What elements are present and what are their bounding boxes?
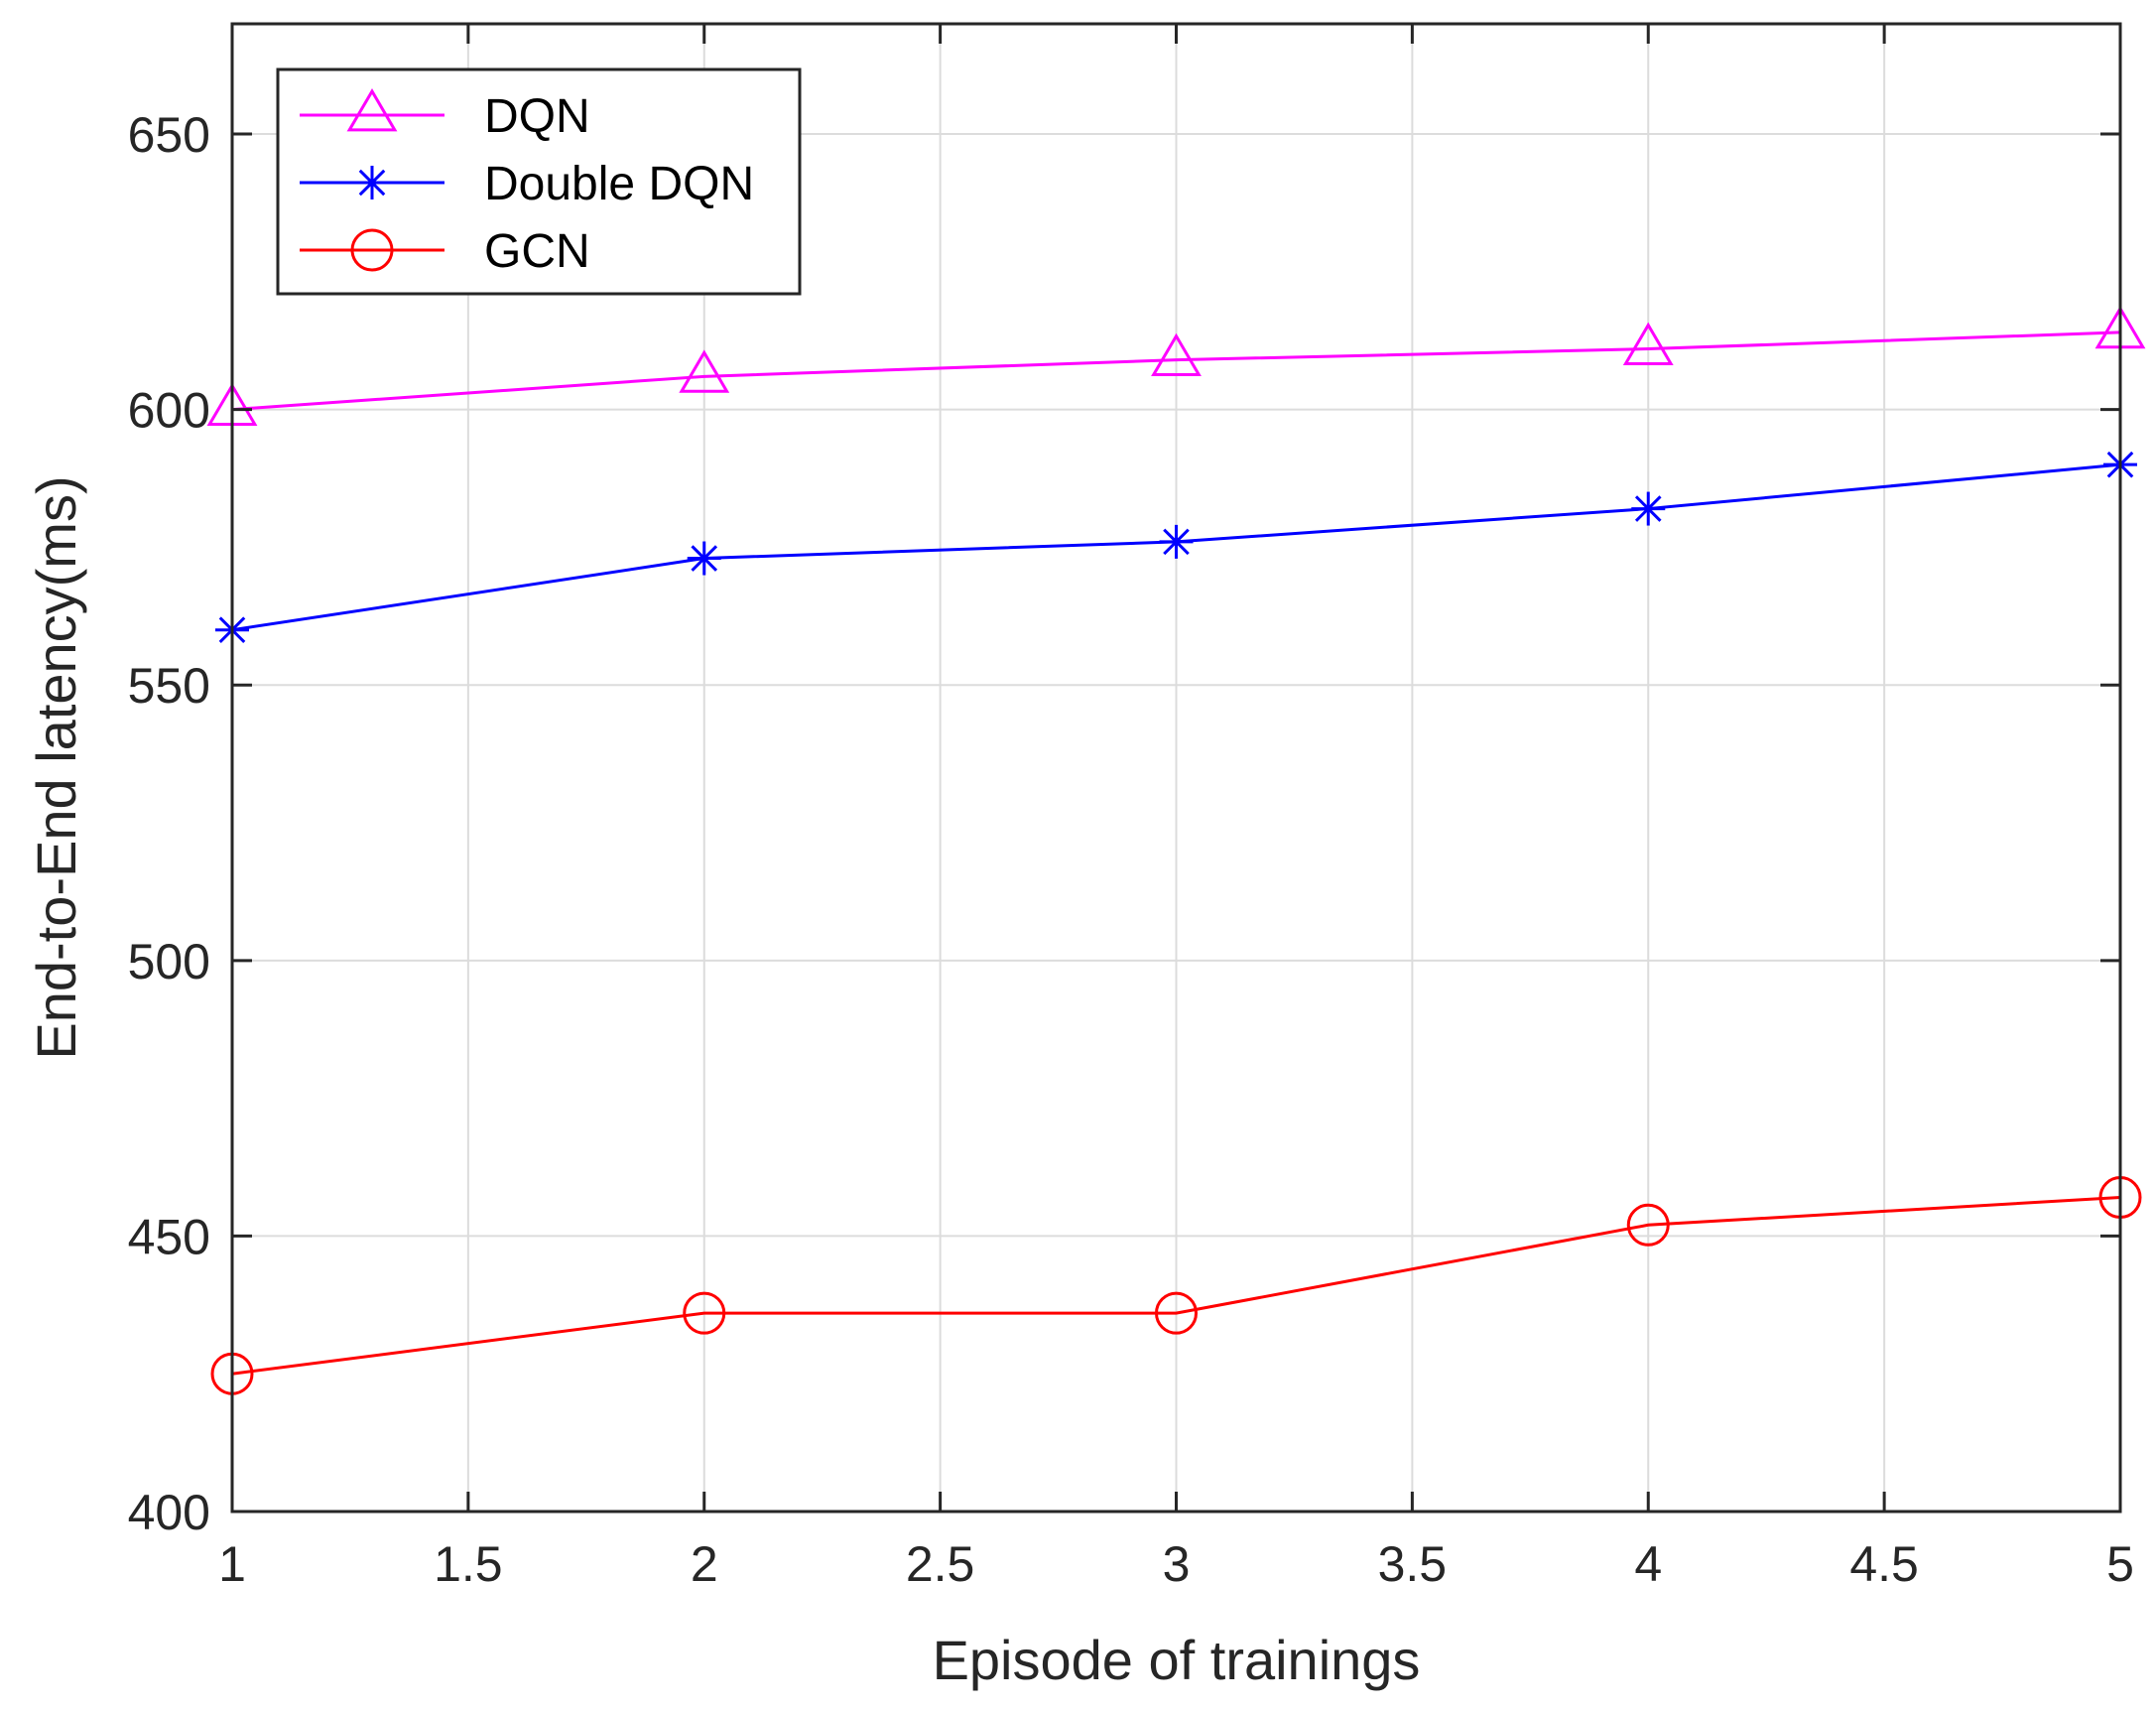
data-point-double-dqn bbox=[1631, 491, 1666, 526]
x-tick-label: 4 bbox=[1634, 1536, 1662, 1592]
x-tick-label: 3 bbox=[1163, 1536, 1191, 1592]
legend-marker-gcn bbox=[350, 228, 394, 272]
y-tick-label: 600 bbox=[128, 383, 210, 439]
grid-lines bbox=[232, 24, 2120, 1512]
x-tick-label: 1.5 bbox=[434, 1536, 503, 1592]
legend-label-double-dqn: Double DQN bbox=[484, 158, 754, 210]
data-point-dqn bbox=[1151, 332, 1202, 377]
legend: DQN Double DQN GCN bbox=[276, 67, 802, 296]
x-tick-label: 3.5 bbox=[1378, 1536, 1448, 1592]
x-tick-label: 2.5 bbox=[906, 1536, 975, 1592]
y-tick-label: 450 bbox=[128, 1209, 210, 1264]
x-tick-label: 4.5 bbox=[1849, 1536, 1919, 1592]
data-point-double-dqn bbox=[687, 541, 721, 576]
data-point-gcn bbox=[683, 1291, 726, 1335]
legend-label-gcn: GCN bbox=[484, 225, 590, 278]
legend-marker-dqn bbox=[346, 88, 398, 132]
y-tick-label: 400 bbox=[128, 1485, 210, 1540]
data-point-gcn bbox=[1626, 1203, 1670, 1247]
data-point-gcn bbox=[1155, 1291, 1198, 1335]
x-tick-label: 5 bbox=[2106, 1536, 2134, 1592]
y-tick-label: 650 bbox=[128, 107, 210, 163]
data-point-dqn bbox=[679, 349, 730, 393]
data-point-dqn bbox=[1622, 322, 1674, 365]
y-tick-label: 550 bbox=[128, 658, 210, 714]
legend-label-dqn: DQN bbox=[484, 90, 590, 143]
y-axis-title: End-to-End latency(ms) bbox=[25, 475, 87, 1059]
axis-ticks: 1 1.5 2 2.5 3 3.5 4 4.5 5 400 450 500 550 600 650 bbox=[128, 24, 2134, 1592]
x-tick-label: 2 bbox=[691, 1536, 718, 1592]
y-tick-label: 500 bbox=[128, 934, 210, 989]
legend-marker-double-dqn bbox=[355, 166, 389, 199]
x-axis-title: Episode of trainings bbox=[933, 1629, 1421, 1691]
x-tick-label: 1 bbox=[218, 1536, 246, 1592]
data-point-double-dqn bbox=[1159, 524, 1194, 559]
series-line-dqn bbox=[231, 330, 2121, 412]
data-series bbox=[206, 305, 2146, 1395]
series-line-gcn bbox=[231, 1196, 2121, 1376]
